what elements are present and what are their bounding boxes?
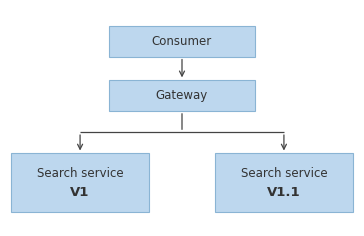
Text: V1: V1 xyxy=(70,186,90,199)
FancyBboxPatch shape xyxy=(215,153,353,212)
Text: Search service: Search service xyxy=(241,167,327,181)
Text: Consumer: Consumer xyxy=(152,35,212,48)
Text: Search service: Search service xyxy=(37,167,123,181)
FancyBboxPatch shape xyxy=(11,153,149,212)
Text: Gateway: Gateway xyxy=(156,89,208,102)
FancyBboxPatch shape xyxy=(109,80,255,111)
FancyBboxPatch shape xyxy=(109,26,255,57)
Text: V1.1: V1.1 xyxy=(267,186,301,199)
